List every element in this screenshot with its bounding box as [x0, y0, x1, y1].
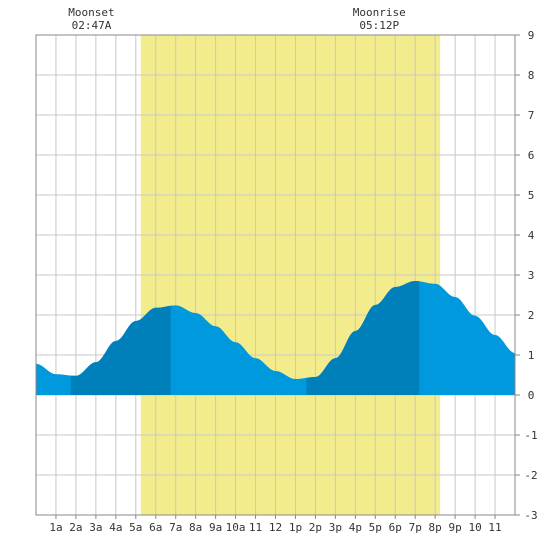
- x-tick-label: 10: [468, 521, 481, 534]
- x-axis-ticks: 1a 2a 3a 4a 5a 6a 7a 8a 9a 10a 11 12 1p 2p 3p 4p 5p 6p 7p 8…: [49, 515, 502, 534]
- x-tick-label: 2p: [309, 521, 322, 534]
- x-tick-label: 9p: [449, 521, 462, 534]
- moon-events: Moonset 02:47A Moonrise 05:12P: [68, 6, 405, 32]
- tide-dark-segments: [70, 281, 420, 395]
- y-tick-label: 5: [528, 189, 535, 202]
- y-tick-label: 6: [528, 149, 535, 162]
- x-tick-label: 4a: [109, 521, 122, 534]
- tide-rising-segment: [70, 305, 171, 395]
- moonset-time: 02:47A: [72, 19, 112, 32]
- x-tick-label: 7a: [169, 521, 182, 534]
- y-tick-label: 9: [528, 29, 535, 42]
- grid-lines: [36, 35, 515, 515]
- x-tick-label: 3a: [89, 521, 102, 534]
- moonrise-label: Moonrise: [353, 6, 406, 19]
- x-tick-label: 1p: [289, 521, 302, 534]
- x-tick-label: 9a: [209, 521, 222, 534]
- x-tick-label: 6a: [149, 521, 162, 534]
- y-tick-label: 0: [528, 389, 535, 402]
- y-tick-label: -3: [524, 509, 537, 522]
- x-tick-label: 3p: [329, 521, 342, 534]
- x-tick-label: 8p: [429, 521, 442, 534]
- y-tick-label: -1: [524, 429, 537, 442]
- y-tick-label: 1: [528, 349, 535, 362]
- x-tick-label: 4p: [349, 521, 362, 534]
- x-tick-label: 2a: [69, 521, 82, 534]
- x-tick-label: 11: [488, 521, 501, 534]
- tide-rising-segment: [306, 281, 420, 395]
- x-tick-label: 6p: [389, 521, 402, 534]
- x-tick-label: 10a: [226, 521, 246, 534]
- x-tick-label: 5a: [129, 521, 142, 534]
- y-tick-label: 2: [528, 309, 535, 322]
- moonrise-time: 05:12P: [359, 19, 399, 32]
- x-tick-label: 12: [269, 521, 282, 534]
- y-tick-label: 8: [528, 69, 535, 82]
- y-tick-label: -2: [524, 469, 537, 482]
- y-tick-label: 4: [528, 229, 535, 242]
- y-tick-label: 7: [528, 109, 535, 122]
- x-tick-label: 8a: [189, 521, 202, 534]
- x-tick-label: 5p: [369, 521, 382, 534]
- x-tick-label: 7p: [409, 521, 422, 534]
- x-tick-label: 1a: [49, 521, 62, 534]
- y-tick-label: 3: [528, 269, 535, 282]
- x-tick-label: 11: [249, 521, 262, 534]
- moonset-label: Moonset: [68, 6, 114, 19]
- y-axis-ticks: 9 8 7 6 5 4 3 2 1 0 -1 -2 -3: [515, 29, 538, 522]
